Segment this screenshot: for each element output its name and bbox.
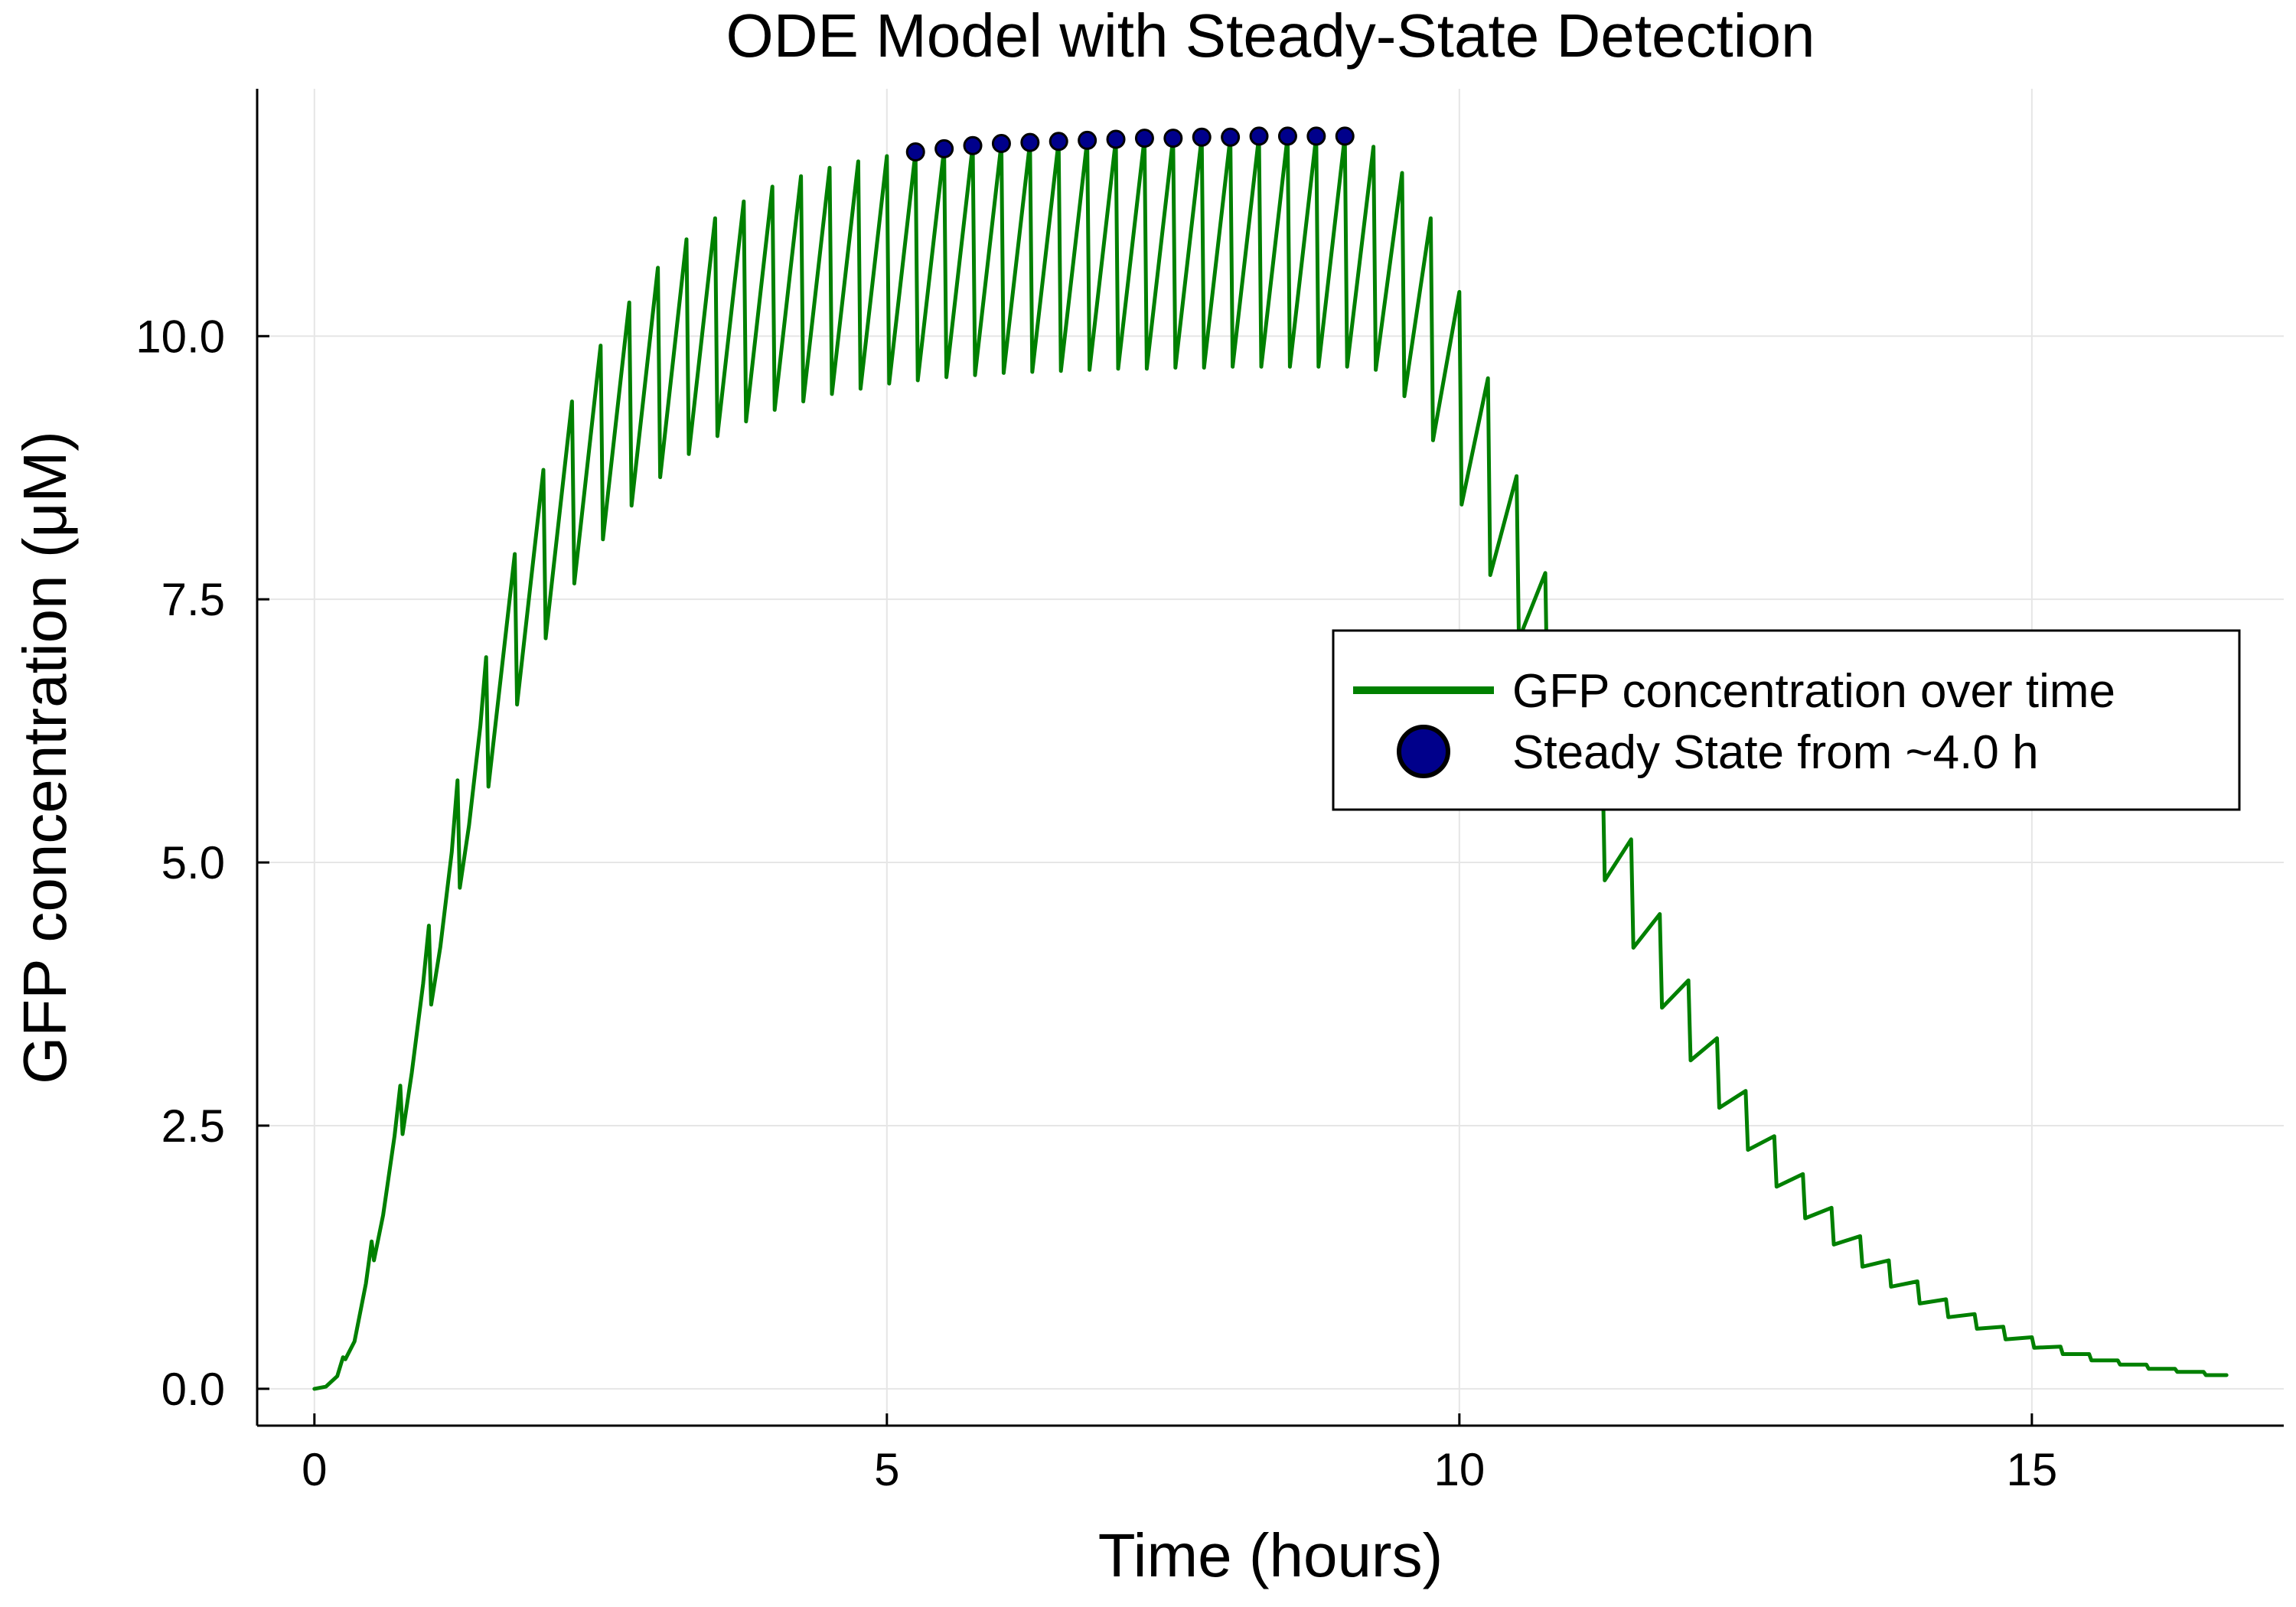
steady-state-point	[905, 142, 925, 162]
y-tick-label: 5.0	[161, 837, 225, 888]
legend-label-line: GFP concentration over time	[1512, 665, 2115, 718]
chart-title: ODE Model with Steady-State Detection	[726, 2, 1815, 70]
plot-series	[312, 126, 2229, 1391]
steady-state-point	[991, 134, 1011, 154]
steady-state-point	[1277, 126, 1297, 146]
x-tick-label: 0	[302, 1444, 327, 1495]
steady-state-point	[1106, 129, 1126, 149]
x-tick-label: 15	[2006, 1444, 2057, 1495]
y-axis-label: GFP concentration (μM)	[11, 431, 79, 1084]
steady-state-point	[1020, 132, 1040, 152]
y-tick-label: 2.5	[161, 1100, 225, 1152]
steady-state-point	[1306, 126, 1326, 146]
steady-state-point	[1249, 126, 1269, 146]
steady-state-point	[1163, 129, 1183, 148]
legend: GFP concentration over time Steady State…	[1332, 629, 2241, 811]
legend-marker-swatch	[1397, 725, 1450, 778]
legend-box	[1332, 629, 2241, 811]
y-tick-label: 10.0	[135, 311, 225, 362]
steady-state-point	[1078, 130, 1097, 150]
y-tick-label: 7.5	[161, 574, 225, 625]
steady-state-point	[1049, 132, 1068, 152]
x-axis-label: Time (hours)	[1098, 1521, 1443, 1589]
gfp-concentration-line	[312, 134, 2229, 1391]
x-tick-label: 5	[874, 1444, 899, 1495]
steady-state-point	[1221, 127, 1241, 147]
steady-state-point	[963, 135, 983, 155]
steady-state-point	[1134, 129, 1154, 148]
steady-state-point	[934, 139, 954, 158]
y-tick-label: 0.0	[161, 1364, 225, 1415]
steady-state-point	[1335, 126, 1355, 146]
ticks: 0 5 10 15 0.0 2.5 5.0 7.5 10.0	[135, 311, 2057, 1495]
axes	[256, 89, 2284, 1427]
steady-state-point	[1192, 127, 1212, 147]
x-tick-label: 10	[1433, 1444, 1485, 1495]
legend-label-marker: Steady State from ~4.0 h	[1512, 726, 2039, 779]
